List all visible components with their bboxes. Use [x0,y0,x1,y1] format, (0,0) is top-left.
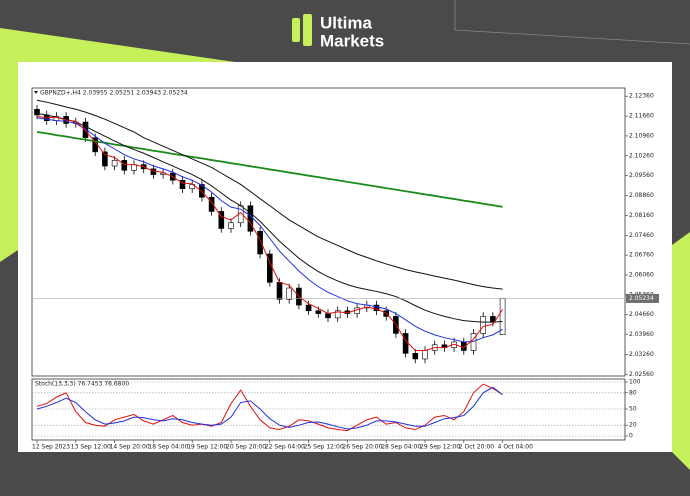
candle-body [373,304,380,312]
x-tick-label: 25 Sep 12:00 [304,444,344,451]
chart-panel [18,62,672,452]
y-tick-label: 20 [629,422,637,429]
indicator-line [36,113,503,323]
indicator-line [36,99,503,290]
candle-body [257,230,263,255]
x-tick-label: 4 Oct 04:00 [498,444,533,451]
candle-body [82,121,89,138]
candle-body [218,211,225,229]
logo-icon [292,14,312,46]
candle-body [208,196,215,212]
title-icon [34,91,38,94]
y-tick-label: 80 [629,389,637,396]
current-price-label: 2.05234 [629,295,654,302]
candle-body [305,304,312,312]
y-tick-label: 2.10960 [629,132,654,139]
candle-body [276,282,283,300]
candle-body [480,316,487,334]
y-tick-label: 2.03260 [629,351,654,358]
chart-title: GBPNZD+,H4 2.03955 2.05251 2.03943 2.052… [40,90,188,97]
x-tick-label: 29 Sep 12:00 [420,444,460,451]
x-tick-label: 18 Sep 04:00 [148,444,188,451]
x-tick-label: 2 Oct 20:00 [459,444,494,451]
y-tick-label: 2.09560 [629,172,654,179]
y-tick-label: 2.08160 [629,212,654,219]
y-tick-label: 2.11660 [629,113,654,120]
y-tick-label: 2.04660 [629,311,654,318]
accent-left [0,28,235,262]
candle-body [102,151,108,167]
candle-body [111,160,118,167]
stoch-frame [31,378,626,441]
candle-body [334,310,341,319]
candle-body [34,108,40,116]
x-tick-label: 14 Sep 20:00 [110,444,150,451]
candle-body [412,353,419,360]
indicator-line [36,131,503,208]
candle-body [121,160,128,171]
y-tick-label: 100 [629,379,641,386]
candle-body [286,287,293,300]
candle-body [315,310,322,314]
indicator-line [36,383,503,432]
x-tick-label: 20 Sep 20:00 [226,444,266,451]
price-frame [31,87,626,377]
brand-line2: Markets [320,31,384,50]
x-tick-label: 13 Sep 12:00 [71,444,111,451]
accent-right [672,232,690,470]
y-tick-label: 2.06060 [629,271,654,278]
y-tick-label: 2.08860 [629,192,654,199]
plot: 2.12360 2.11660 2.10960 2.10260 2.09560 2.088… [32,93,659,451]
indicator-line [36,386,503,430]
y-tick-label: 2.10260 [629,152,654,159]
y-tick-label: 0 [629,433,633,440]
decor-line [454,0,690,45]
y-tick-label: 2.06760 [629,252,654,259]
y-tick-label: 2.03960 [629,331,654,338]
x-tick-label: 12 Sep 2023 [32,444,70,451]
current-price-box [626,293,659,303]
x-tick-label: 28 Sep 04:00 [381,444,421,451]
candle-body [247,205,254,232]
x-tick-label: 22 Sep 04:00 [265,444,305,451]
y-tick-label: 2.07460 [629,232,654,239]
indicator-line [36,115,504,351]
candle-body [228,222,234,229]
stoch-title: Stoch(13,3,3) 76.7453 76.6800 [35,381,129,388]
candle-body [325,313,331,319]
candle-body [402,333,409,354]
candle-body [422,350,428,360]
y-tick-label: 50 [629,406,637,413]
x-tick-label: 19 Sep 12:00 [187,444,227,451]
candle-body [199,184,205,198]
y-tick-label: 2.12360 [629,93,654,100]
brand-line1: Ultima [320,13,373,32]
candle-body [179,179,186,190]
indicator-line [36,117,503,343]
y-tick-label: 2.02560 [629,371,654,378]
x-tick-label: 26 Sep 20:00 [342,444,382,451]
